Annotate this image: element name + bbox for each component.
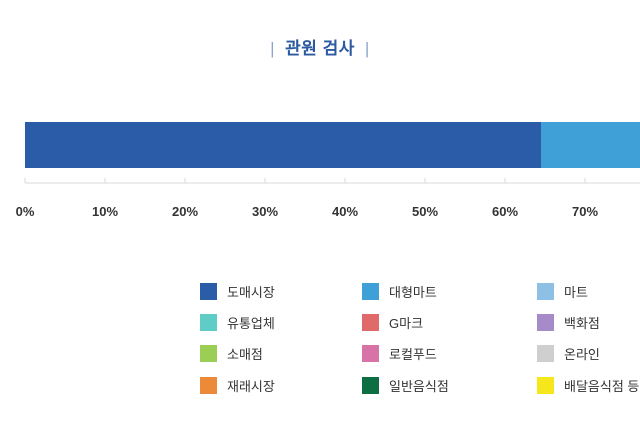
legend-swatch <box>362 344 379 362</box>
legend-swatch <box>362 282 379 300</box>
legend-swatch <box>537 344 554 362</box>
stacked-bar-chart: 0% 10% 20% 30% 40% 50% 60% 70% <box>16 122 640 219</box>
legend-swatch <box>537 313 554 331</box>
x-tick-label-70: 70% <box>572 204 598 219</box>
legend-item: 온라인 <box>537 344 600 362</box>
title-right-divider: | <box>364 39 370 58</box>
legend-label: 대형마트 <box>389 284 437 300</box>
legend-swatch <box>200 344 217 362</box>
legend-item: G마크 <box>362 313 423 331</box>
legend-item: 마트 <box>537 282 588 300</box>
legend-swatch <box>537 282 554 300</box>
legend-label: 도매시장 <box>227 284 275 300</box>
x-tick-label-0: 0% <box>16 204 35 219</box>
legend-item: 소매점 <box>200 344 263 362</box>
legend-item: 일반음식점 <box>362 376 449 394</box>
legend-swatch <box>200 313 217 331</box>
legend-label: 온라인 <box>564 346 600 362</box>
legend-label: 마트 <box>564 284 588 300</box>
x-tick-label-50: 50% <box>412 204 438 219</box>
legend-item: 대형마트 <box>362 282 437 300</box>
legend-swatch <box>362 376 379 394</box>
chart-title: 관원 검사 <box>285 39 355 58</box>
legend-swatch <box>200 282 217 300</box>
x-tick-label-40: 40% <box>332 204 358 219</box>
bar-segment-1 <box>25 122 541 168</box>
x-tick-label-30: 30% <box>252 204 278 219</box>
legend-item: 유통업체 <box>200 313 275 331</box>
chart-title-wrap: | 관원 검사 | <box>0 34 640 59</box>
legend-label: 유통업체 <box>227 315 275 331</box>
legend-label: 소매점 <box>227 346 263 362</box>
x-tick-label-20: 20% <box>172 204 198 219</box>
legend-swatch <box>200 376 217 394</box>
legend-label: 배달음식점 등 <box>564 378 640 394</box>
legend-swatch <box>362 313 379 331</box>
legend-swatch <box>537 376 554 394</box>
legend-label: 로컬푸드 <box>389 346 437 362</box>
legend-item: 로컬푸드 <box>362 344 437 362</box>
x-tick-label-60: 60% <box>492 204 518 219</box>
legend-label: 재래시장 <box>227 378 275 394</box>
x-tick-label-10: 10% <box>92 204 118 219</box>
bar-segment-2 <box>541 122 640 168</box>
legend-item: 재래시장 <box>200 376 275 394</box>
legend-item: 백화점 <box>537 313 600 331</box>
legend-label: 백화점 <box>564 315 600 331</box>
legend-label: G마크 <box>389 315 424 331</box>
legend-label: 일반음식점 <box>389 378 449 394</box>
title-left-divider: | <box>270 39 276 58</box>
legend-item: 배달음식점 등 <box>537 376 639 394</box>
legend-item: 도매시장 <box>200 282 275 300</box>
